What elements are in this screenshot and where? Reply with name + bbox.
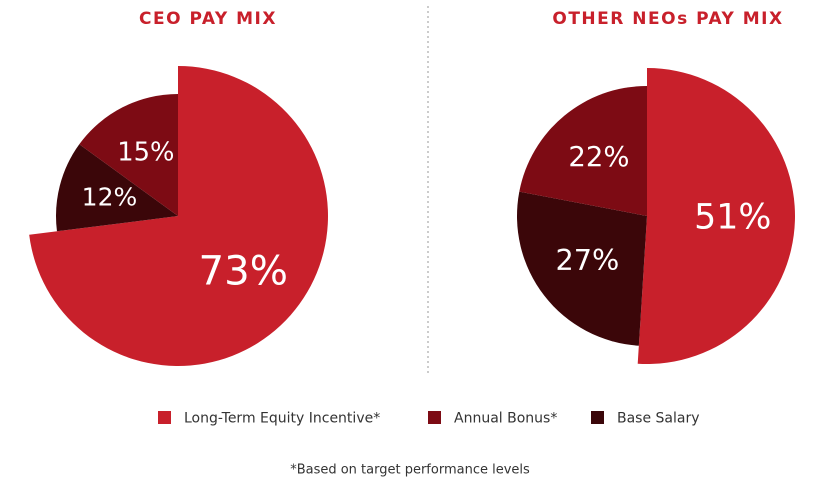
chart-title: CEO PAY MIX bbox=[139, 9, 277, 29]
data-label: 12% bbox=[82, 182, 138, 211]
data-label: 22% bbox=[568, 141, 629, 173]
chart-title: OTHER NEOs PAY MIX bbox=[552, 9, 783, 29]
pie-slice bbox=[56, 144, 179, 232]
legend-label: Long-Term Equity Incentive* bbox=[184, 411, 380, 427]
data-label: 15% bbox=[117, 137, 174, 167]
pie-slice bbox=[29, 66, 328, 366]
footnote: *Based on target performance levels bbox=[290, 463, 530, 478]
pie-slice bbox=[519, 86, 647, 216]
data-label: 51% bbox=[694, 198, 771, 238]
legend-label: Base Salary bbox=[617, 411, 700, 427]
legend-swatch bbox=[158, 411, 171, 424]
data-label: 73% bbox=[199, 249, 288, 295]
pie-slice bbox=[517, 191, 647, 346]
legend-swatch bbox=[591, 411, 604, 424]
legend-swatch bbox=[428, 411, 441, 424]
legend-label: Annual Bonus* bbox=[454, 411, 557, 427]
data-label: 27% bbox=[555, 243, 619, 277]
pie-slice bbox=[637, 68, 796, 364]
pie-slice bbox=[79, 94, 178, 216]
